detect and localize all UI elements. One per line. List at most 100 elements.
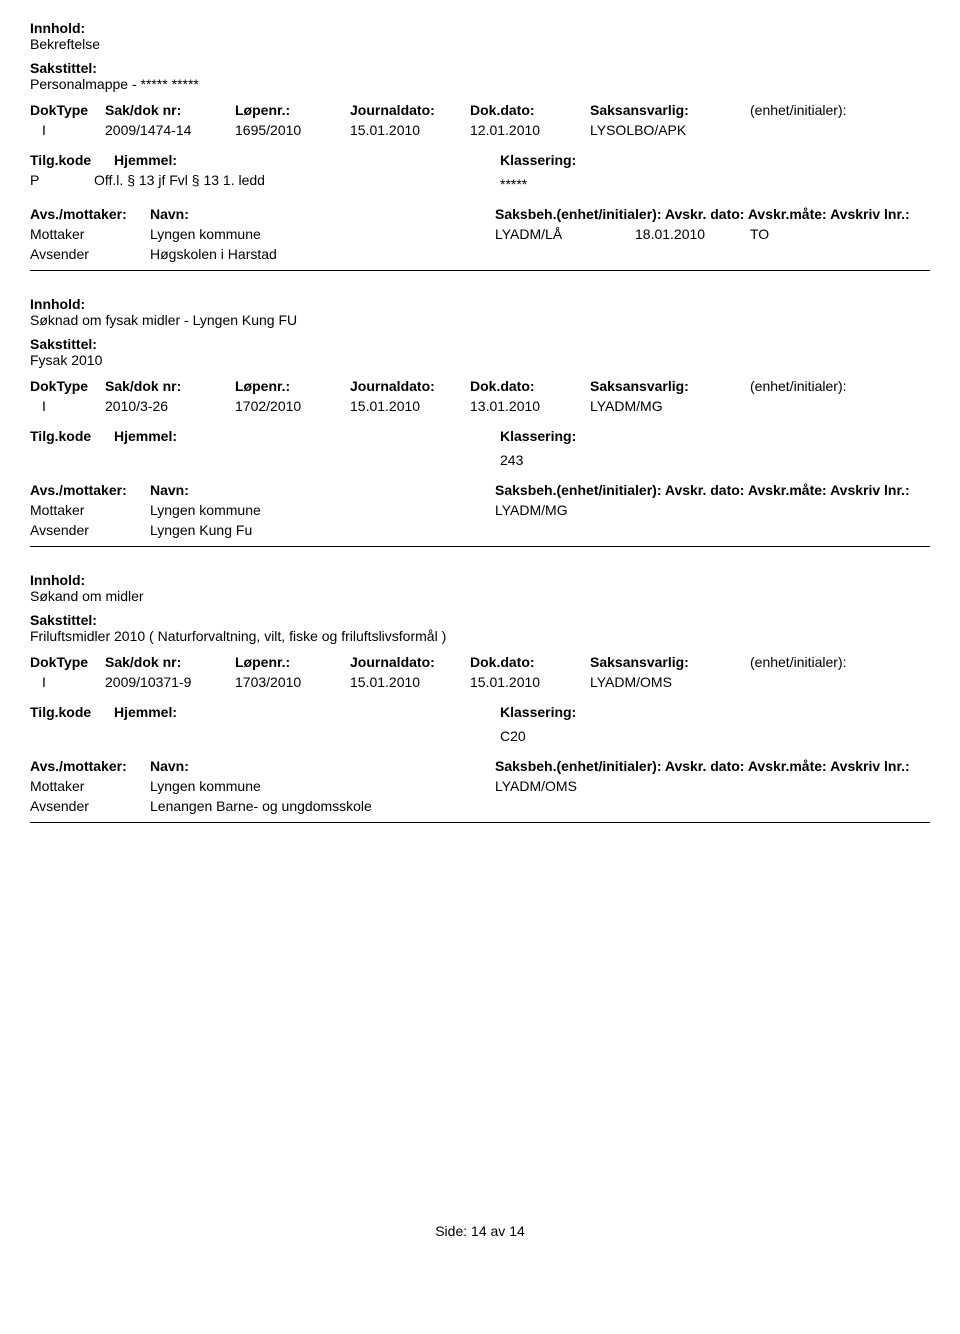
mottaker-row: Mottaker Lyngen kommune LYADM/OMS — [30, 778, 930, 794]
hjemmel-label: Hjemmel: — [114, 152, 177, 168]
lopenr-value: 1702/2010 — [235, 398, 350, 414]
klassering-value: C20 — [500, 728, 526, 744]
meta-data-row: I 2010/3-26 1702/2010 15.01.2010 13.01.2… — [30, 398, 930, 414]
saksansvarlig-value: LYADM/OMS — [590, 674, 750, 690]
av-label: av — [491, 1223, 506, 1239]
saksansvarlig-label: Saksansvarlig: — [590, 378, 750, 394]
record-divider — [30, 822, 930, 823]
tilgkode-value — [30, 448, 94, 468]
avsender-name: Lyngen Kung Fu — [150, 522, 495, 538]
mottaker-name: Lyngen kommune — [150, 502, 495, 518]
innhold-value: Bekreftelse — [30, 36, 930, 52]
mottaker-beh: LYADM/LÅ — [495, 226, 635, 242]
record-divider — [30, 546, 930, 547]
tilgkode-label: Tilg.kode — [30, 428, 110, 444]
enhet-label: (enhet/initialer): — [750, 378, 847, 394]
side-label: Side: — [435, 1223, 467, 1239]
enhet-label: (enhet/initialer): — [750, 102, 847, 118]
doktype-label: DokType — [30, 102, 105, 118]
doktype-label: DokType — [30, 654, 105, 670]
mottaker-beh: LYADM/OMS — [495, 778, 635, 794]
avsender-row: Avsender Lyngen Kung Fu — [30, 522, 930, 538]
tilg-row: Tilg.kode Hjemmel: Klassering: — [30, 704, 930, 720]
mottaker-label: Mottaker — [30, 226, 150, 242]
sakstittel-value: Fysak 2010 — [30, 352, 930, 368]
sakstittel-value: Personalmappe - ***** ***** — [30, 76, 930, 92]
dokdato-label: Dok.dato: — [470, 102, 590, 118]
avsmottaker-label: Avs./mottaker: — [30, 758, 150, 774]
avsender-name: Høgskolen i Harstad — [150, 246, 495, 262]
hjemmel-label: Hjemmel: — [114, 704, 177, 720]
jdato-value: 15.01.2010 — [350, 122, 470, 138]
sakstittel-label: Sakstittel: — [30, 60, 930, 76]
klassering-label: Klassering: — [500, 704, 930, 720]
saknr-label: Sak/dok nr: — [105, 102, 235, 118]
avs-header-row: Avs./mottaker: Navn: Saksbeh.(enhet/init… — [30, 482, 930, 498]
saksansvarlig-label: Saksansvarlig: — [590, 654, 750, 670]
innhold-value: Søknad om fysak midler - Lyngen Kung FU — [30, 312, 930, 328]
avskr-dato: 18.01.2010 — [635, 226, 750, 242]
tilg-values: C20 — [30, 724, 930, 744]
saksansvarlig-value: LYSOLBO/APK — [590, 122, 750, 138]
tilg-row: Tilg.kode Hjemmel: Klassering: — [30, 428, 930, 444]
lopenr-value: 1703/2010 — [235, 674, 350, 690]
jdato-label: Journaldato: — [350, 102, 470, 118]
saksbeh-label: Saksbeh.(enhet/initialer): Avskr. dato: … — [495, 206, 930, 222]
klassering-value: 243 — [500, 452, 523, 468]
navn-label: Navn: — [150, 482, 495, 498]
navn-label: Navn: — [150, 206, 495, 222]
meta-data-row: I 2009/10371-9 1703/2010 15.01.2010 15.0… — [30, 674, 930, 690]
mottaker-label: Mottaker — [30, 502, 150, 518]
hjemmel-value — [94, 724, 500, 744]
meta-header-row: DokType Sak/dok nr: Løpenr.: Journaldato… — [30, 102, 930, 118]
jdato-label: Journaldato: — [350, 378, 470, 394]
mottaker-row: Mottaker Lyngen kommune LYADM/LÅ 18.01.2… — [30, 226, 930, 242]
avs-header-row: Avs./mottaker: Navn: Saksbeh.(enhet/init… — [30, 758, 930, 774]
innhold-label: Innhold: — [30, 296, 930, 312]
doktype-value: I — [42, 398, 105, 414]
innhold-label: Innhold: — [30, 572, 930, 588]
sakstittel-label: Sakstittel: — [30, 612, 930, 628]
avsmottaker-label: Avs./mottaker: — [30, 482, 150, 498]
dokdato-label: Dok.dato: — [470, 378, 590, 394]
page-current: 14 — [471, 1223, 487, 1239]
jdato-label: Journaldato: — [350, 654, 470, 670]
tilgkode-label: Tilg.kode — [30, 704, 110, 720]
tilgkode-value — [30, 724, 94, 744]
avskriv-value: TO — [750, 226, 930, 242]
saknr-value: 2010/3-26 — [105, 398, 235, 414]
journal-record: Innhold: Søkand om midler Sakstittel: Fr… — [30, 572, 930, 823]
lopenr-label: Løpenr.: — [235, 102, 350, 118]
tilgkode-value: P — [30, 172, 94, 192]
klassering-label: Klassering: — [500, 152, 930, 168]
enhet-label: (enhet/initialer): — [750, 654, 847, 670]
mottaker-beh: LYADM/MG — [495, 502, 635, 518]
dokdato-label: Dok.dato: — [470, 654, 590, 670]
klassering-value: ***** — [500, 176, 527, 192]
avs-header-row: Avs./mottaker: Navn: Saksbeh.(enhet/init… — [30, 206, 930, 222]
avsender-name: Lenangen Barne- og ungdomsskole — [150, 798, 495, 814]
meta-header-row: DokType Sak/dok nr: Løpenr.: Journaldato… — [30, 654, 930, 670]
tilg-values: 243 — [30, 448, 930, 468]
tilgkode-label: Tilg.kode — [30, 152, 110, 168]
klassering-label: Klassering: — [500, 428, 930, 444]
doktype-label: DokType — [30, 378, 105, 394]
dokdato-value: 12.01.2010 — [470, 122, 590, 138]
doktype-value: I — [42, 674, 105, 690]
innhold-label: Innhold: — [30, 20, 930, 36]
saknr-value: 2009/10371-9 — [105, 674, 235, 690]
saksansvarlig-label: Saksansvarlig: — [590, 102, 750, 118]
avsmottaker-label: Avs./mottaker: — [30, 206, 150, 222]
dokdato-value: 13.01.2010 — [470, 398, 590, 414]
mottaker-row: Mottaker Lyngen kommune LYADM/MG — [30, 502, 930, 518]
saksbeh-label: Saksbeh.(enhet/initialer): Avskr. dato: … — [495, 482, 930, 498]
meta-data-row: I 2009/1474-14 1695/2010 15.01.2010 12.0… — [30, 122, 930, 138]
sakstittel-label: Sakstittel: — [30, 336, 930, 352]
jdato-value: 15.01.2010 — [350, 398, 470, 414]
saknr-value: 2009/1474-14 — [105, 122, 235, 138]
hjemmel-label: Hjemmel: — [114, 428, 177, 444]
lopenr-label: Løpenr.: — [235, 654, 350, 670]
saksansvarlig-value: LYADM/MG — [590, 398, 750, 414]
avsender-label: Avsender — [30, 522, 150, 538]
mottaker-name: Lyngen kommune — [150, 778, 495, 794]
